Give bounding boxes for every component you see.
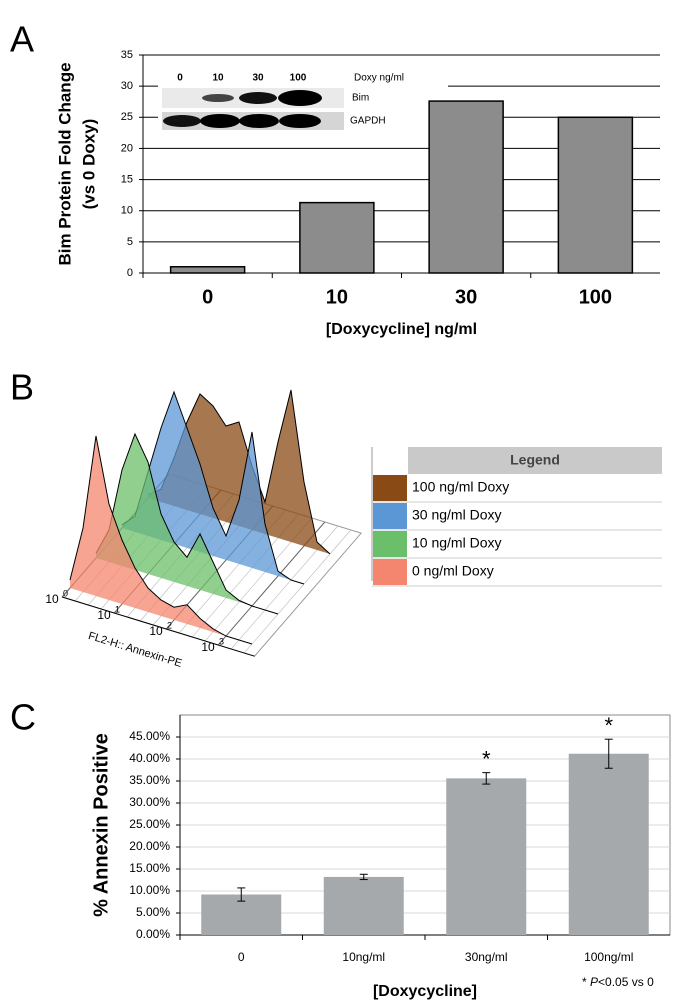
x-axis-title: [Doxycycline] — [373, 983, 477, 1000]
legend-label: 30 ng/ml Doxy — [412, 507, 501, 523]
blot-band — [279, 114, 321, 128]
significance-marker: * — [482, 746, 491, 771]
y-tick-label: 5 — [127, 236, 133, 248]
significance-marker: * — [604, 713, 613, 738]
panel-label: B — [10, 367, 34, 408]
blot-band — [163, 115, 201, 127]
footnote-part: * — [582, 975, 590, 989]
y-tick-label: 20.00% — [129, 839, 170, 853]
x-axis-title: FL2-H:: Annexin-PE — [87, 630, 183, 670]
legend-label: 10 ng/ml Doxy — [412, 535, 501, 551]
footnote-part: <0.05 vs 0 — [598, 975, 654, 989]
panel-label: A — [10, 19, 34, 60]
x-tick-label: 0 — [238, 950, 245, 964]
figure: A05101520253035 0 10 30 100 Doxy ng/ml B… — [0, 0, 677, 1003]
x-tick-exponent: 3 — [219, 636, 224, 646]
western-blot-inset: 0 10 30 100 Doxy ng/ml Bim GAPDH — [158, 64, 448, 132]
x-tick-label: 10 — [45, 592, 59, 606]
y-tick-label: 0.00% — [136, 927, 170, 941]
bar — [569, 754, 649, 935]
blot-column-label: 30 — [252, 73, 264, 84]
legend-title: Legend — [510, 452, 560, 468]
bar — [446, 778, 526, 935]
bar — [429, 101, 503, 273]
y-tick-label: 40.00% — [129, 751, 170, 765]
y-tick-label: 35.00% — [129, 773, 170, 787]
x-tick-label: 30ng/ml — [465, 950, 508, 964]
blot-band — [239, 114, 279, 128]
blot-band — [239, 92, 277, 104]
legend-swatch — [373, 559, 407, 585]
blot-band — [202, 94, 234, 102]
y-tick-label: 5.00% — [136, 905, 170, 919]
legend-swatch — [373, 503, 407, 529]
y-tick-label: 0 — [127, 267, 133, 279]
x-tick-exponent: 2 — [167, 620, 172, 630]
y-tick-label: 30.00% — [129, 795, 170, 809]
legend-swatch — [373, 531, 407, 557]
y-axis-title: % Annexin Positive — [90, 733, 112, 917]
x-tick-exponent: 0 — [63, 588, 68, 598]
y-tick-label: 30 — [121, 80, 133, 92]
x-tick-label: 100ng/ml — [584, 950, 633, 964]
blot-row-label: GAPDH — [350, 116, 386, 127]
x-tick-label: 10 — [326, 286, 348, 308]
y-tick-label: 20 — [121, 142, 133, 154]
x-tick-label: 30 — [455, 286, 477, 308]
legend-label: 100 ng/ml Doxy — [412, 479, 509, 495]
x-tick-label: 0 — [202, 286, 213, 308]
bar — [324, 877, 404, 935]
bar — [300, 203, 374, 273]
bar — [558, 117, 632, 273]
blot-band — [278, 90, 322, 106]
footnote-part: P — [590, 975, 598, 989]
blot-column-label: 0 — [177, 73, 183, 84]
y-tick-label: 15.00% — [129, 861, 170, 875]
blot-row-label: Bim — [352, 93, 369, 104]
y-tick-label: 45.00% — [129, 729, 170, 743]
legend-swatch — [373, 475, 407, 501]
x-tick-exponent: 1 — [115, 604, 120, 614]
y-tick-label: 10.00% — [129, 883, 170, 897]
blot-band — [200, 114, 240, 128]
legend-label: 0 ng/ml Doxy — [412, 563, 494, 579]
y-tick-label: 35 — [121, 49, 133, 61]
y-tick-label: 10 — [121, 205, 133, 217]
blot-column-label: 100 — [290, 73, 307, 84]
y-tick-label: 25.00% — [129, 817, 170, 831]
blot-column-label: 10 — [212, 73, 224, 84]
bar — [171, 267, 245, 273]
y-tick-label: 15 — [121, 173, 133, 185]
y-axis-title: (vs 0 Doxy) — [79, 119, 98, 210]
y-tick-label: 25 — [121, 111, 133, 123]
panel-label: C — [10, 697, 36, 738]
x-tick-label: 10ng/ml — [342, 950, 385, 964]
x-axis-title: [Doxycycline] ng/ml — [326, 321, 477, 338]
blot-columns-label: Doxy ng/ml — [354, 73, 404, 84]
footnote: * P<0.05 vs 0 — [582, 975, 654, 989]
x-tick-label: 100 — [579, 286, 612, 308]
y-axis-title: Bim Protein Fold Change — [55, 62, 74, 265]
